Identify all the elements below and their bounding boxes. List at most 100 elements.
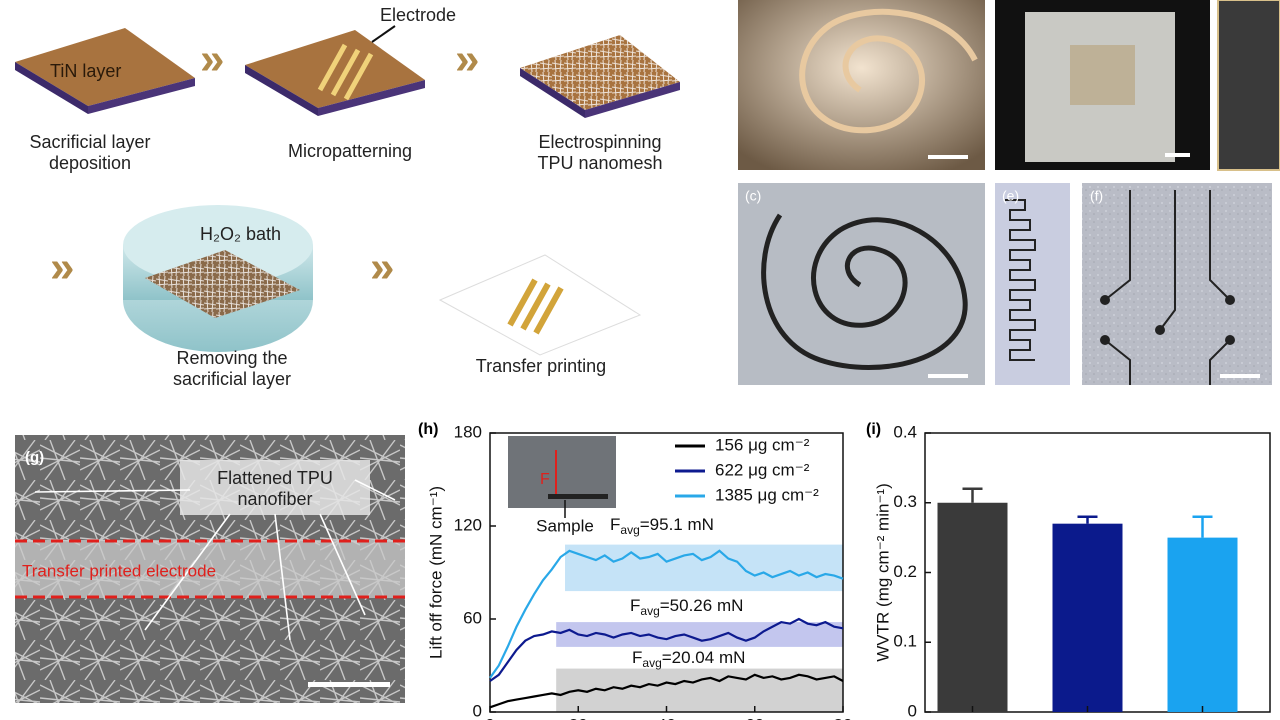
serpentine	[1005, 199, 1036, 361]
electrode-array	[1070, 45, 1135, 105]
chevron: »	[50, 243, 74, 292]
panel-label: (c)	[745, 188, 761, 204]
electrode-label: Transfer printed electrode	[22, 561, 216, 580]
step-caption: Micropatterning	[288, 141, 412, 161]
y-tick-label: 60	[463, 608, 482, 627]
avg-band	[565, 544, 843, 592]
photo-d	[1217, 0, 1280, 171]
nanomesh	[520, 35, 680, 110]
y-tick-label: 0.2	[893, 562, 917, 581]
slab-top	[15, 28, 195, 106]
series-line	[489, 549, 844, 679]
spiral	[761, 213, 968, 370]
callout-text: Flattened TPU	[217, 468, 333, 488]
y-axis-label: WVTR (mg cm⁻² min⁻¹)	[873, 483, 892, 661]
y-tick-label: 0	[473, 701, 482, 720]
y-tick-label: 180	[454, 422, 482, 441]
photo-c	[738, 183, 985, 385]
panel-label: (g)	[25, 449, 44, 466]
annotation-rest: =50.26 mN	[660, 596, 744, 615]
bar	[1167, 537, 1238, 712]
step-caption: Electrospinning	[538, 132, 661, 152]
y-tick-label: 0.3	[893, 492, 917, 511]
chevron: »	[455, 35, 479, 84]
bar	[937, 502, 1008, 712]
panel-label: (i)	[866, 421, 881, 438]
electrode-strip	[15, 540, 405, 598]
x-tick-label: 0	[485, 715, 494, 720]
x-tick-label: 80	[834, 715, 853, 720]
step-caption: sacrificial layer	[173, 369, 291, 389]
schematic: TiN layer Electrode H₂O₂ bath » » » » Sa…	[15, 5, 680, 389]
pads	[1100, 295, 1235, 345]
slab-side	[318, 80, 425, 116]
photo-a	[738, 0, 985, 170]
annotation-main: F	[630, 596, 640, 615]
x-tick-label: 20	[569, 715, 588, 720]
bath-top	[123, 205, 313, 285]
avg-annotation: Favg=95.1 mN	[610, 515, 714, 537]
traces	[1104, 190, 1231, 385]
annotation-sub: avg	[642, 656, 661, 670]
spiral	[799, 8, 978, 134]
panel-label: (e)	[1002, 188, 1019, 204]
annotation-main: F	[632, 648, 642, 667]
photos: (c) (e) (f) (g) Flattened TPU nanofiber …	[15, 0, 1280, 703]
electrode	[317, 43, 374, 101]
nanomesh	[145, 250, 300, 318]
force-label: F	[540, 471, 550, 488]
slab-side	[520, 68, 585, 118]
series-line	[489, 617, 844, 682]
inset-sample	[548, 494, 608, 499]
step-caption: TPU nanomesh	[537, 153, 662, 173]
avg-annotation: Favg=20.04 mN	[632, 648, 745, 670]
legend-label: 1385 μg cm⁻²	[715, 485, 819, 504]
scale-bar	[308, 682, 390, 687]
y-tick-label: 0.4	[893, 422, 917, 441]
slab-side	[88, 78, 195, 114]
annotation-sub: avg	[640, 604, 659, 618]
electrode	[507, 278, 564, 335]
panel-label: (h)	[418, 421, 438, 438]
y-tick-label: 0	[908, 701, 917, 720]
y-tick-label: 0.1	[893, 632, 917, 651]
slab-side	[15, 62, 88, 114]
x-tick-label: 40	[657, 715, 676, 720]
callout-box	[180, 460, 370, 515]
annotation-main: F	[610, 515, 620, 534]
chevron: »	[370, 243, 394, 292]
chevron: »	[200, 35, 224, 84]
scale-bar	[928, 374, 968, 378]
sample-label: Sample	[536, 516, 594, 535]
panel-label: (f)	[1090, 188, 1103, 204]
bath-label: H₂O₂ bath	[200, 224, 281, 244]
x-tick-label: 60	[745, 715, 764, 720]
tin-label: TiN layer	[50, 61, 121, 81]
slab-top	[245, 30, 425, 108]
bar-chart: 0 0.1 0.2 0.3 0.4 (i) WVTR (mg cm⁻² min⁻¹)	[866, 421, 1271, 720]
callout-text: nanofiber	[237, 489, 312, 509]
pointer	[371, 25, 396, 43]
slab-side	[245, 65, 318, 116]
callout-arrows	[34, 479, 396, 641]
nanomesh	[438, 254, 642, 356]
avg-annotation: Favg=50.26 mN	[630, 596, 743, 618]
scale-bar	[928, 155, 968, 159]
series-line	[489, 673, 844, 709]
line-chart: 0 60 120 180 (h) 0 20 40 60 80 Lift off force (mN …	[418, 421, 852, 720]
step-caption: Sacrificial layer	[29, 132, 150, 152]
annotation-rest: =20.04 mN	[662, 648, 746, 667]
step-caption: Removing the	[176, 348, 287, 368]
step-caption: Transfer printing	[476, 356, 606, 376]
y-axis-label: Lift off force (mN cm⁻¹)	[426, 486, 445, 659]
y-tick-label: 120	[454, 515, 482, 534]
chevrons: » » » »	[50, 35, 479, 292]
legend-label: 622 μg cm⁻²	[715, 460, 810, 479]
slab-side	[585, 82, 680, 118]
annotation-sub: avg	[620, 523, 639, 537]
bar	[1052, 523, 1123, 712]
legend-label: 156 μg cm⁻²	[715, 435, 810, 454]
annotation-rest: =95.1 mN	[640, 515, 714, 534]
